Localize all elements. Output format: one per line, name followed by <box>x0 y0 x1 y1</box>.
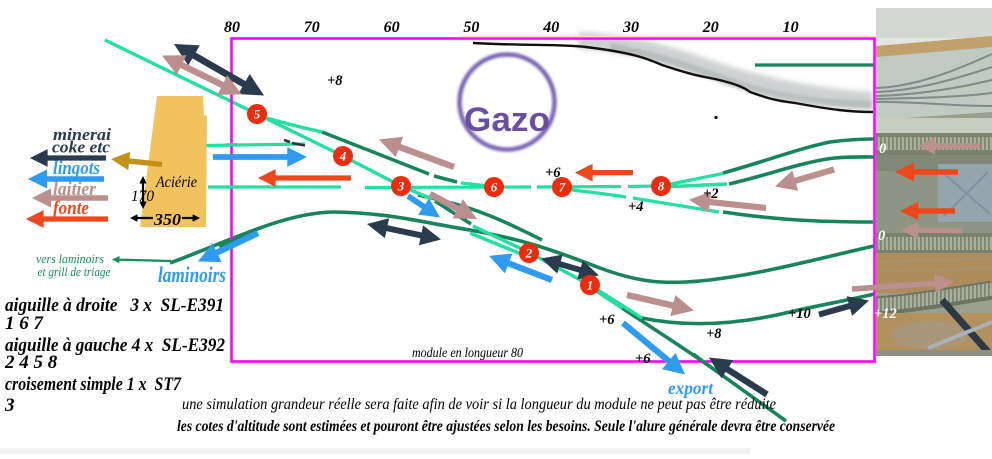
svg-text:lingots: lingots <box>53 158 100 179</box>
svg-text:40: 40 <box>542 19 559 36</box>
svg-text:Gazo: Gazo <box>464 101 550 139</box>
svg-text:fonte: fonte <box>53 198 90 219</box>
svg-text:3: 3 <box>397 179 405 194</box>
svg-text:80: 80 <box>224 19 240 36</box>
svg-text:aiguille à droite 3 x SL-E3: aiguille à droite 3 x SL-E391 <box>5 295 224 316</box>
svg-text:vers laminoirs: vers laminoirs <box>36 251 104 266</box>
svg-text:0: 0 <box>878 228 885 244</box>
svg-text:+2: +2 <box>703 186 719 202</box>
svg-text:10: 10 <box>783 19 799 36</box>
svg-text:7: 7 <box>559 180 566 195</box>
svg-text:croisement simple 1 x ST7: croisement simple 1 x ST7 <box>5 374 182 395</box>
svg-text:3: 3 <box>4 395 15 416</box>
svg-text:les cotes d'altitude sont esti: les cotes d'altitude sont estimées et po… <box>177 418 835 435</box>
svg-text:1: 1 <box>587 278 594 293</box>
svg-text:coke etc: coke etc <box>52 138 111 157</box>
svg-text:et grill de triage: et grill de triage <box>38 264 111 279</box>
svg-text:Aciérie: Aciérie <box>155 174 197 191</box>
svg-text:+10: +10 <box>788 306 811 322</box>
svg-text:+8: +8 <box>327 73 343 89</box>
svg-text:aiguille à gauche 4 x SL-E392: aiguille à gauche 4 x SL-E392 <box>5 335 225 356</box>
svg-text:6: 6 <box>491 180 498 195</box>
svg-text:export: export <box>668 378 714 398</box>
svg-text:+6: +6 <box>599 312 615 328</box>
svg-text:20: 20 <box>702 19 719 36</box>
svg-text:une simulation grandeur réelle: une simulation grandeur réelle sera fait… <box>182 396 776 413</box>
svg-text:4: 4 <box>339 149 347 164</box>
svg-text:30: 30 <box>622 19 639 36</box>
svg-text:laitier: laitier <box>53 179 97 200</box>
svg-text:2 4 5 8: 2 4 5 8 <box>4 352 58 373</box>
svg-text:1 6 7: 1 6 7 <box>5 313 45 334</box>
svg-text:module en longueur 80: module en longueur 80 <box>412 346 523 361</box>
svg-text:+6: +6 <box>635 351 651 367</box>
svg-text:170: 170 <box>131 188 154 205</box>
svg-text:+12: +12 <box>874 306 897 322</box>
svg-text:+8: +8 <box>706 326 722 342</box>
svg-text:2: 2 <box>525 246 533 261</box>
svg-text:+6: +6 <box>545 165 561 181</box>
svg-text:5: 5 <box>254 107 261 122</box>
svg-text:+4: +4 <box>628 199 644 215</box>
svg-text:0: 0 <box>879 141 886 157</box>
svg-text:laminoirs: laminoirs <box>158 262 226 287</box>
svg-text:50: 50 <box>463 19 479 36</box>
svg-text:60: 60 <box>384 19 400 36</box>
svg-text:minerai: minerai <box>53 125 111 144</box>
svg-text:70: 70 <box>304 19 320 36</box>
svg-text:8: 8 <box>658 179 665 194</box>
svg-text:350: 350 <box>153 210 182 229</box>
